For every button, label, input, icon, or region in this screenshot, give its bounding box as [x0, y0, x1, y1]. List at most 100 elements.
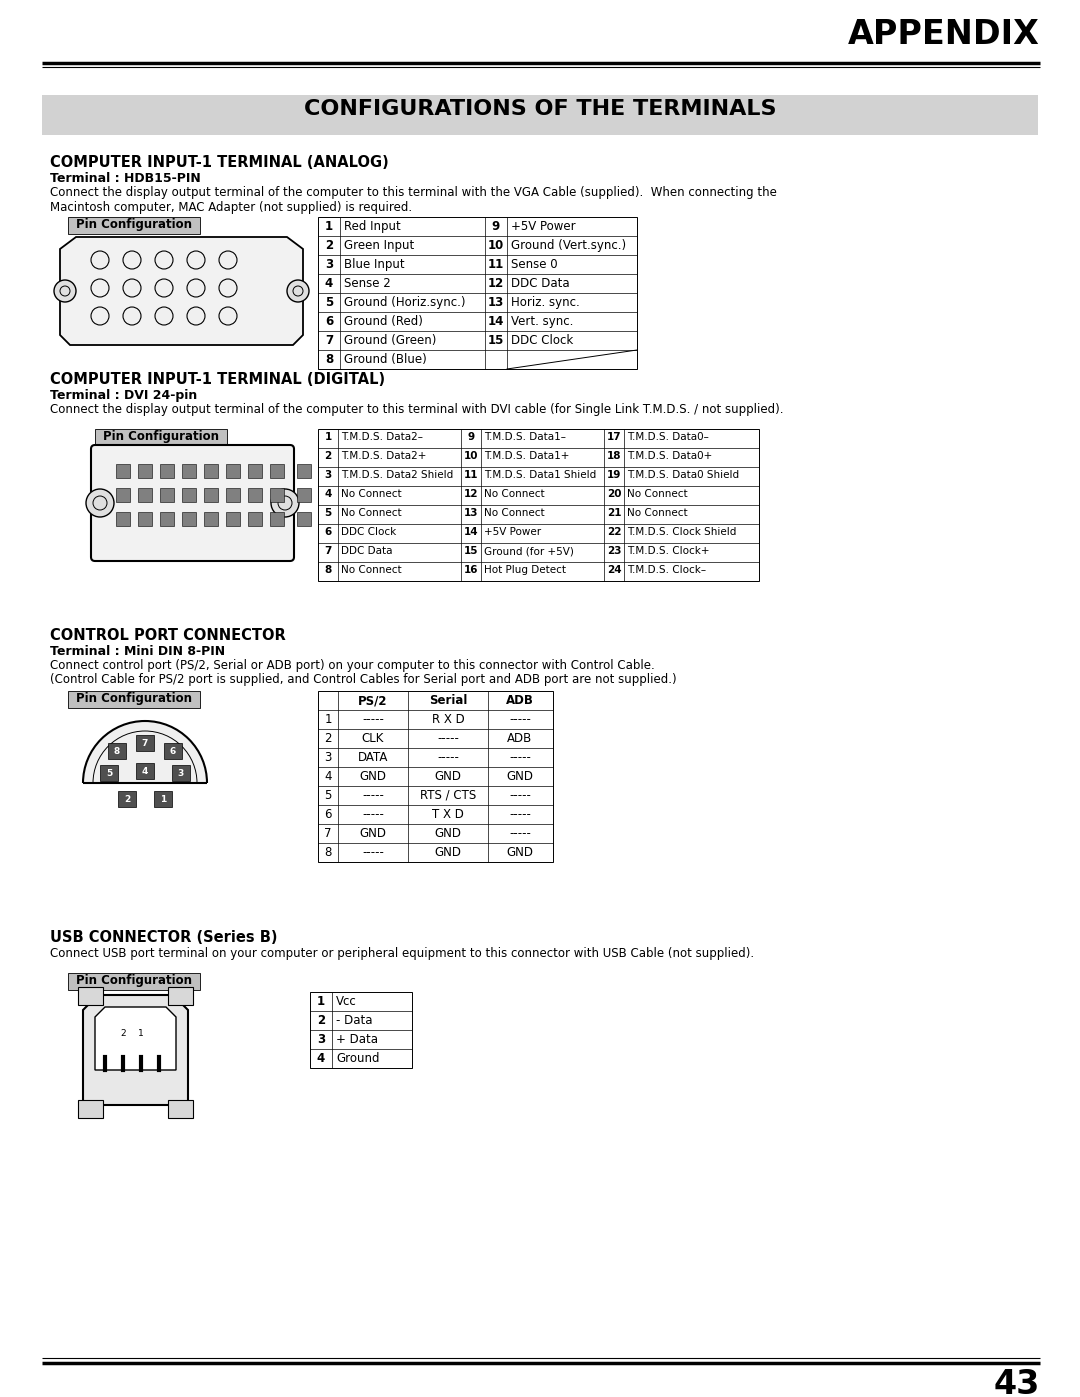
- Text: 5: 5: [324, 789, 332, 802]
- Text: 6: 6: [324, 527, 332, 536]
- Circle shape: [156, 307, 173, 326]
- Circle shape: [86, 489, 114, 517]
- Text: 4: 4: [141, 767, 148, 775]
- Circle shape: [54, 279, 76, 302]
- Bar: [270, 488, 284, 502]
- Circle shape: [83, 721, 207, 845]
- Text: Pin Configuration: Pin Configuration: [76, 692, 192, 705]
- Bar: [248, 488, 262, 502]
- Text: T.M.D.S. Data2+: T.M.D.S. Data2+: [341, 451, 427, 461]
- Text: CONTROL PORT CONNECTOR: CONTROL PORT CONNECTOR: [50, 629, 286, 643]
- Bar: [116, 464, 130, 478]
- Text: Ground (Blue): Ground (Blue): [345, 353, 427, 366]
- Bar: [297, 464, 311, 478]
- Text: 15: 15: [488, 334, 504, 346]
- Bar: [168, 1099, 193, 1118]
- Bar: [226, 464, 240, 478]
- Text: 4: 4: [316, 1052, 325, 1065]
- Bar: [118, 791, 136, 807]
- Text: 23: 23: [607, 546, 621, 556]
- Text: COMPUTER INPUT-1 TERMINAL (DIGITAL): COMPUTER INPUT-1 TERMINAL (DIGITAL): [50, 372, 386, 387]
- Bar: [42, 95, 1038, 136]
- Text: 1: 1: [160, 795, 166, 803]
- Text: 43: 43: [994, 1368, 1040, 1397]
- Text: T.M.D.S. Data2 Shield: T.M.D.S. Data2 Shield: [341, 469, 454, 481]
- Circle shape: [219, 279, 237, 298]
- Circle shape: [187, 279, 205, 298]
- Text: No Connect: No Connect: [484, 509, 544, 518]
- Text: 12: 12: [488, 277, 504, 291]
- Bar: [116, 488, 130, 502]
- Bar: [154, 791, 172, 807]
- Text: Terminal : Mini DIN 8-PIN: Terminal : Mini DIN 8-PIN: [50, 645, 225, 658]
- Text: Pin Configuration: Pin Configuration: [76, 974, 192, 988]
- Text: Green Input: Green Input: [345, 239, 415, 251]
- Text: 1: 1: [316, 995, 325, 1009]
- Text: Ground (Vert.sync.): Ground (Vert.sync.): [511, 239, 626, 251]
- Text: COMPUTER INPUT-1 TERMINAL (ANALOG): COMPUTER INPUT-1 TERMINAL (ANALOG): [50, 155, 389, 170]
- Text: 3: 3: [324, 469, 332, 481]
- Text: Ground (for +5V): Ground (for +5V): [484, 546, 573, 556]
- Text: 21: 21: [607, 509, 621, 518]
- Text: 5: 5: [324, 509, 332, 518]
- Text: Connect control port (PS/2, Serial or ADB port) on your computer to this connect: Connect control port (PS/2, Serial or AD…: [50, 659, 654, 672]
- Text: T.M.D.S. Data1 Shield: T.M.D.S. Data1 Shield: [484, 469, 596, 481]
- Text: 2: 2: [324, 451, 332, 461]
- Bar: [108, 743, 126, 759]
- Text: R X D: R X D: [432, 712, 464, 726]
- Text: 1: 1: [138, 1028, 144, 1038]
- Bar: [226, 511, 240, 527]
- Bar: [136, 735, 154, 752]
- Bar: [183, 464, 195, 478]
- Text: 22: 22: [607, 527, 621, 536]
- Text: T X D: T X D: [432, 807, 464, 821]
- Text: ADB: ADB: [508, 732, 532, 745]
- Text: 6: 6: [325, 314, 333, 328]
- Text: APPENDIX: APPENDIX: [848, 18, 1040, 52]
- Text: Connect the display output terminal of the computer to this terminal with DVI ca: Connect the display output terminal of t…: [50, 402, 783, 416]
- Bar: [204, 464, 218, 478]
- Text: DDC Data: DDC Data: [511, 277, 569, 291]
- Text: Blue Input: Blue Input: [345, 258, 405, 271]
- Text: Vcc: Vcc: [336, 995, 356, 1009]
- Text: 3: 3: [316, 1032, 325, 1046]
- Circle shape: [219, 251, 237, 270]
- Bar: [318, 217, 637, 369]
- Text: Ground (Red): Ground (Red): [345, 314, 423, 328]
- Bar: [160, 464, 174, 478]
- FancyBboxPatch shape: [91, 446, 294, 562]
- Bar: [81, 782, 210, 849]
- Text: DDC Clock: DDC Clock: [341, 527, 396, 536]
- Circle shape: [123, 279, 141, 298]
- Text: No Connect: No Connect: [341, 564, 402, 576]
- Text: 4: 4: [325, 277, 333, 291]
- Text: 2: 2: [324, 732, 332, 745]
- Bar: [68, 972, 200, 990]
- Text: Ground (Horiz.sync.): Ground (Horiz.sync.): [345, 296, 465, 309]
- Circle shape: [187, 251, 205, 270]
- Text: 17: 17: [607, 432, 621, 441]
- Text: GND: GND: [434, 827, 461, 840]
- Text: -----: -----: [509, 807, 531, 821]
- Text: 6: 6: [170, 746, 176, 756]
- Text: -----: -----: [509, 827, 531, 840]
- Text: T.M.D.S. Clock Shield: T.M.D.S. Clock Shield: [627, 527, 737, 536]
- Text: +5V Power: +5V Power: [511, 219, 576, 233]
- Text: 8: 8: [325, 353, 333, 366]
- Bar: [270, 511, 284, 527]
- Text: Terminal : HDB15-PIN: Terminal : HDB15-PIN: [50, 172, 201, 184]
- Bar: [68, 692, 200, 708]
- Text: 13: 13: [488, 296, 504, 309]
- Text: 9: 9: [491, 219, 500, 233]
- Text: (Control Cable for PS/2 port is supplied, and Control Cables for Serial port and: (Control Cable for PS/2 port is supplied…: [50, 673, 677, 686]
- Text: RTS / CTS: RTS / CTS: [420, 789, 476, 802]
- Text: No Connect: No Connect: [341, 509, 402, 518]
- Text: 3: 3: [324, 752, 332, 764]
- Text: USB CONNECTOR (Series B): USB CONNECTOR (Series B): [50, 930, 278, 944]
- Circle shape: [156, 279, 173, 298]
- Text: T.M.D.S. Data0–: T.M.D.S. Data0–: [627, 432, 708, 441]
- Bar: [160, 488, 174, 502]
- Text: DDC Clock: DDC Clock: [511, 334, 573, 346]
- Text: 1: 1: [324, 432, 332, 441]
- Text: 14: 14: [463, 527, 478, 536]
